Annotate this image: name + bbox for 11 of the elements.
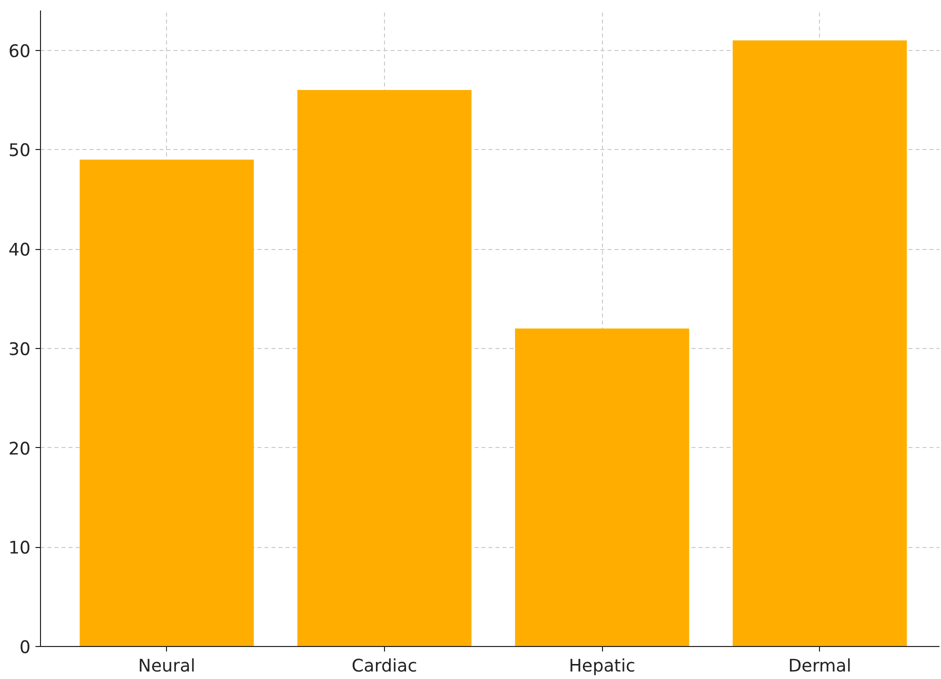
- y-tick-label: 50: [8, 141, 31, 162]
- y-tick-label: 20: [8, 439, 31, 460]
- y-tick-label: 30: [8, 340, 31, 360]
- x-tick-label: Dermal: [788, 656, 852, 676]
- y-tick-label: 40: [8, 240, 31, 260]
- y-tick-label: 60: [8, 42, 31, 62]
- x-tick-label: Cardiac: [352, 656, 418, 676]
- x-tick-label: Hepatic: [568, 656, 636, 676]
- x-tick-label: Neural: [138, 656, 196, 676]
- y-tick-label: 0: [19, 638, 31, 658]
- y-tick-label: 10: [8, 538, 31, 559]
